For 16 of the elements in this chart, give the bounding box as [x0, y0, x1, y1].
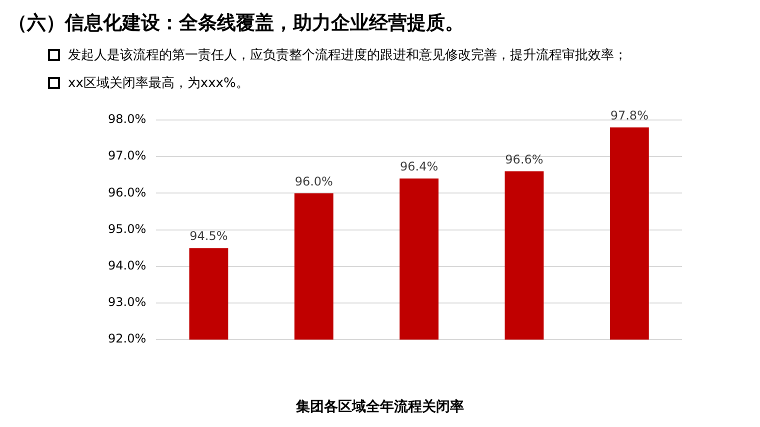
y-tick-label: 93.0%: [108, 295, 146, 310]
y-tick-label: 92.0%: [108, 332, 146, 346]
y-tick-label: 94.0%: [108, 258, 146, 273]
text: xx区域关闭率最高，为xxx%。: [68, 75, 249, 92]
y-tick-label: 98.0%: [108, 112, 146, 126]
data-label: 97.8%: [610, 108, 648, 122]
y-tick-label: 97.0%: [108, 148, 146, 163]
chart-title: （六）信息化建设：全条线覆盖，助力企业经营提质。: [8, 11, 464, 36]
data-label: 96.6%: [505, 152, 544, 166]
y-tick-label: 95.0%: [108, 222, 146, 236]
y-tick-label: 96.0%: [108, 185, 146, 200]
x-axis-title: 集团各区域全年流程关闭率: [294, 398, 465, 416]
data-label: 96.4%: [400, 160, 438, 174]
data-label: 96.0%: [294, 174, 333, 188]
text: 发起人是该流程的第一责任人，应负责整个流程进度的跟进和意见修改完善，提升流程审批效率；: [68, 47, 627, 64]
data-label: 94.5%: [190, 229, 228, 244]
